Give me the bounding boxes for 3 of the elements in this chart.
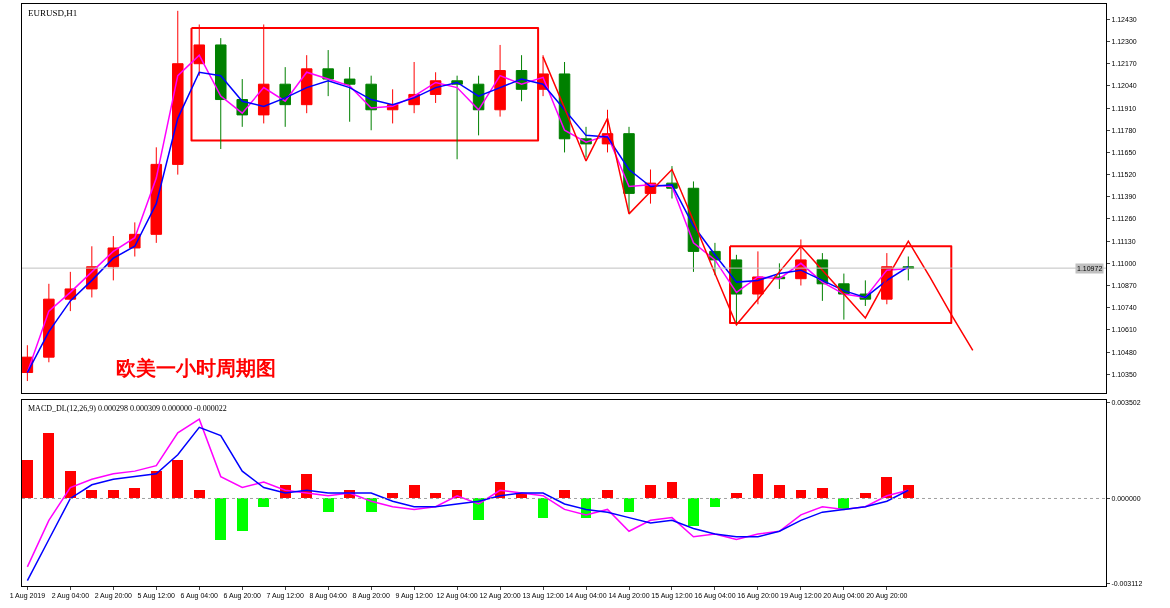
annotation: 欧美一小时周期图: [116, 357, 276, 379]
annotation: MACD_DL(12,26,9) 0.000298 0.000309 0.000000 -0.000022: [28, 404, 227, 413]
annotation: EURUSD,H1: [28, 8, 78, 18]
